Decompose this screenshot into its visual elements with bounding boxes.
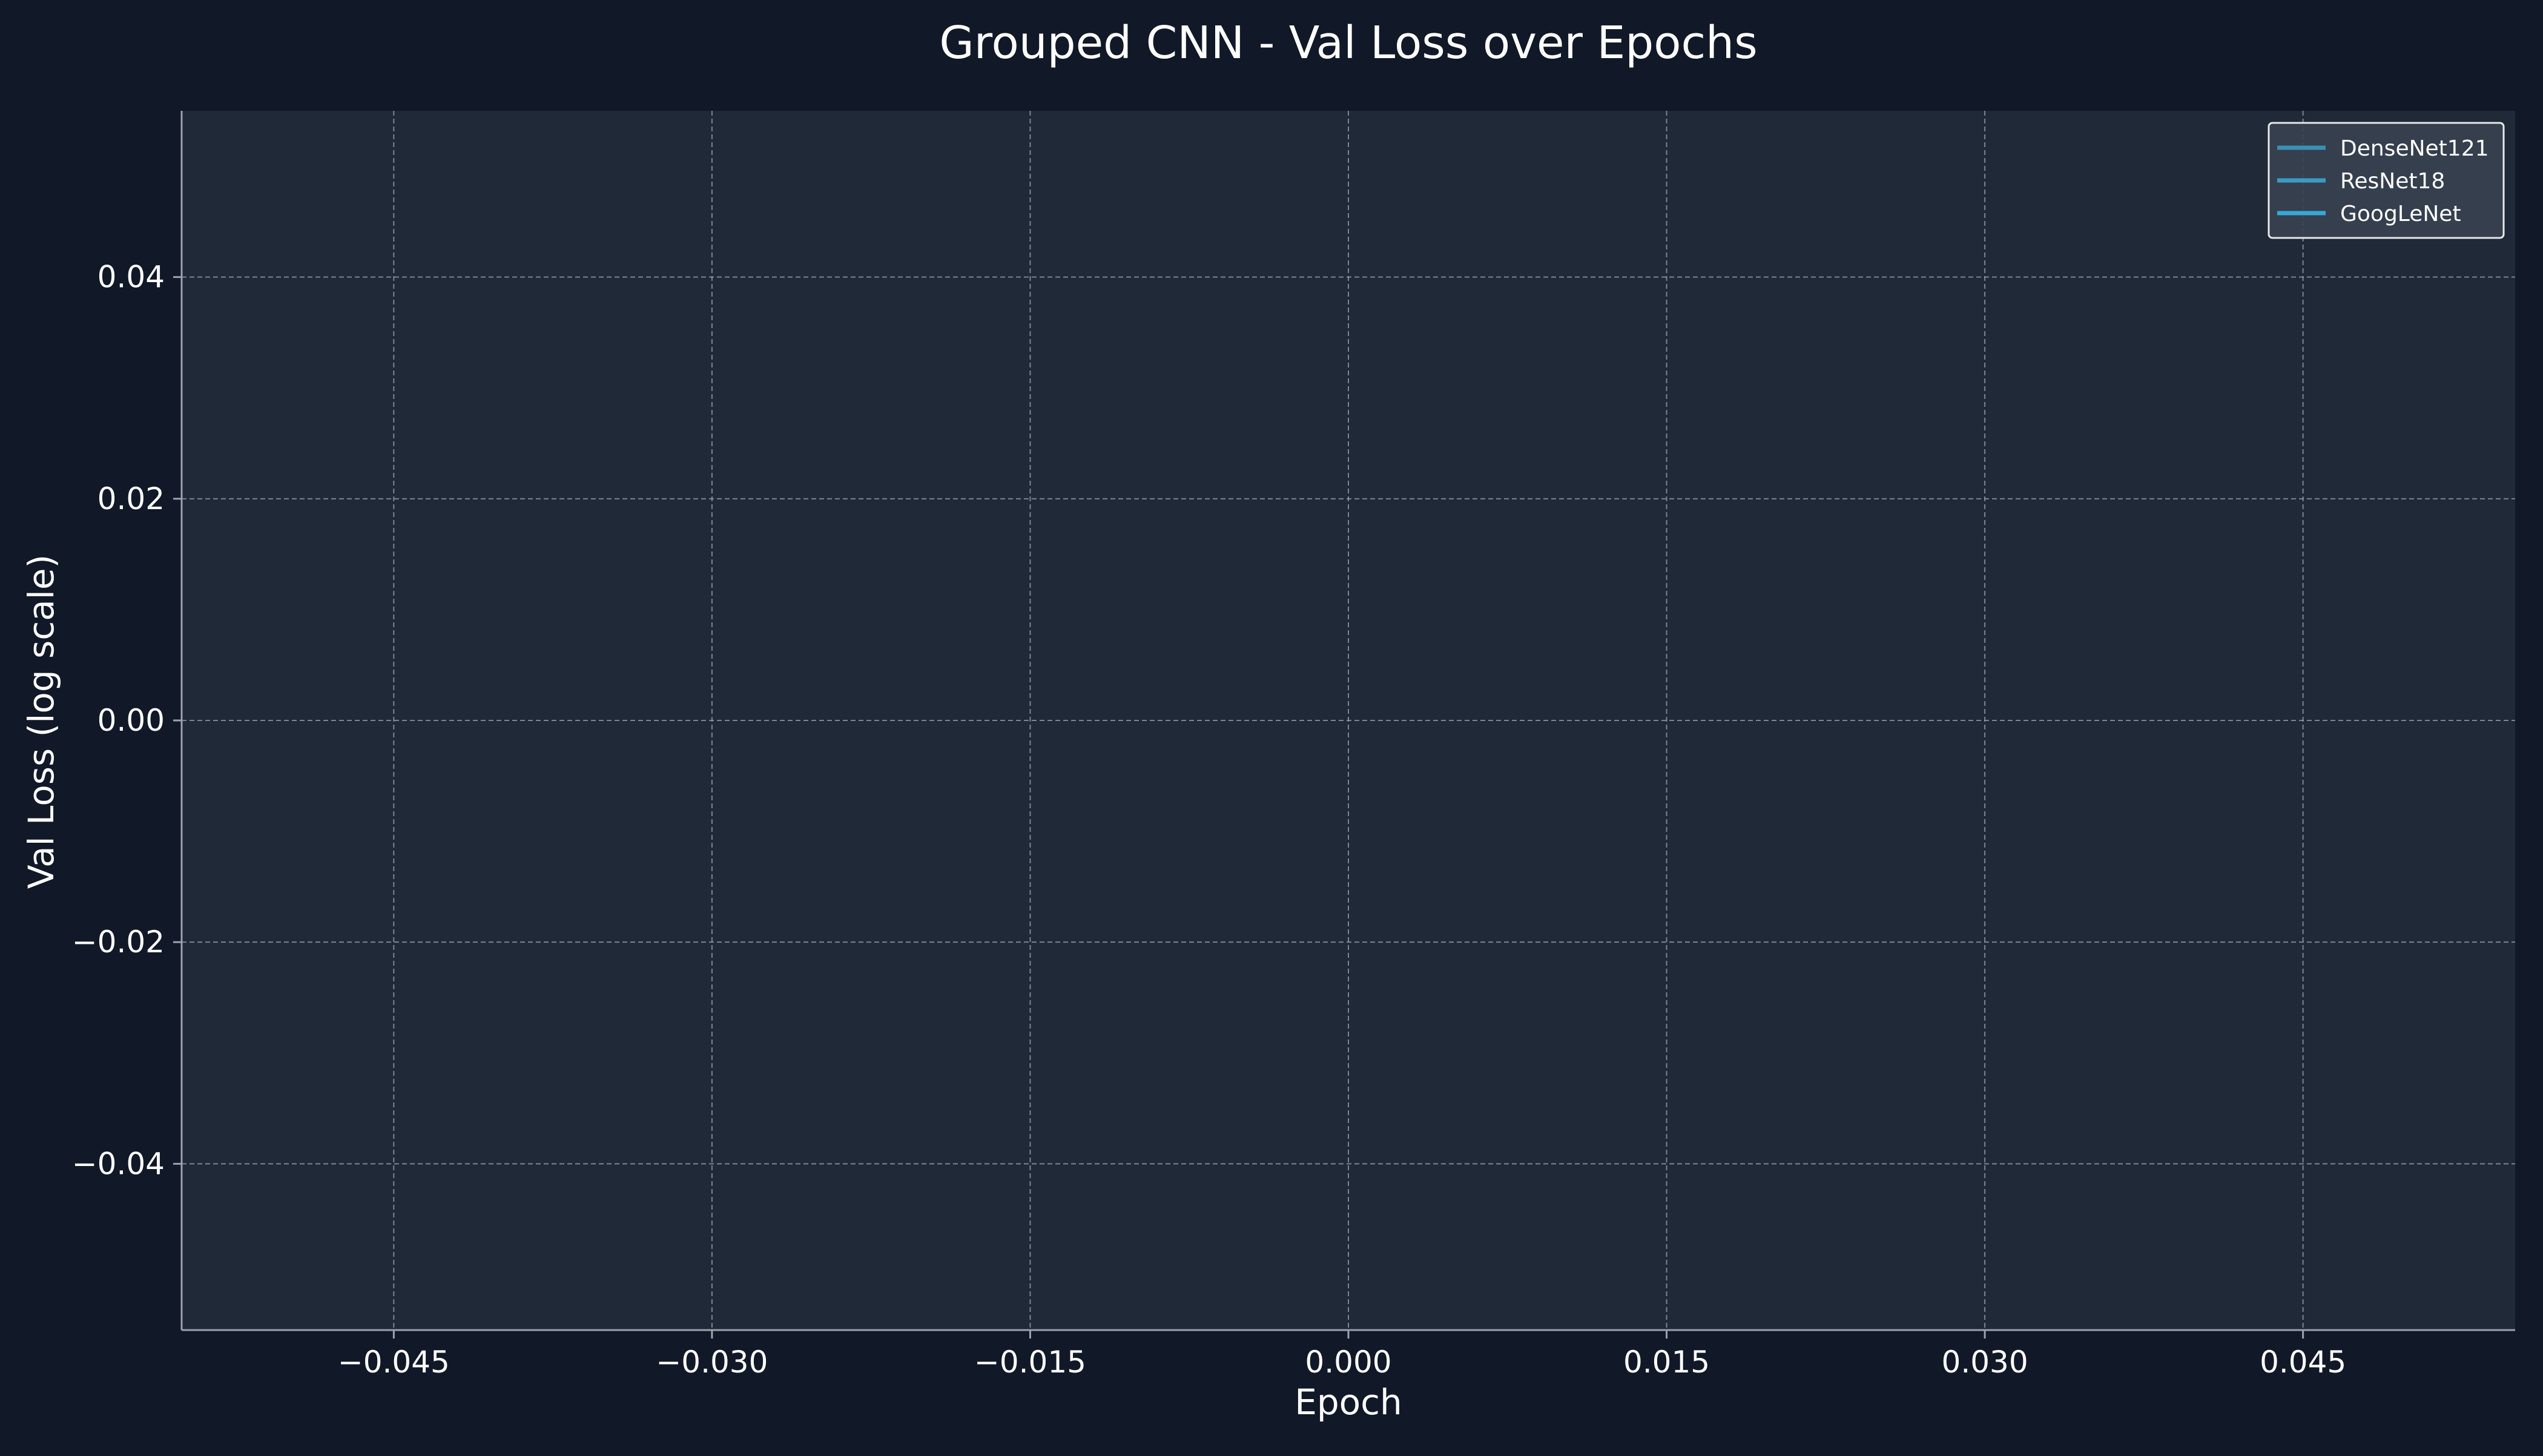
legend: DenseNet121 ResNet18 GoogLeNet [2268, 122, 2505, 239]
legend-box [2268, 122, 2505, 239]
y-tick-label: 0.00 [97, 703, 165, 738]
y-tick-label: −0.04 [72, 1146, 165, 1181]
x-tick-label: −0.015 [974, 1345, 1086, 1380]
legend-label-resnet18: ResNet18 [2340, 169, 2445, 194]
x-tick-label: 0.000 [1305, 1345, 1391, 1380]
x-tick-label: 0.015 [1623, 1345, 1710, 1380]
legend-label-googlenet: GoogLeNet [2340, 202, 2461, 226]
grid [182, 111, 2515, 1330]
y-axis-ticks: 0.04 0.02 0.00 −0.02 −0.04 [72, 260, 182, 1181]
x-tick-label: −0.045 [338, 1345, 450, 1380]
legend-label-densenet121: DenseNet121 [2340, 136, 2489, 161]
x-axis-label: Epoch [1295, 1382, 1402, 1423]
x-tick-label: 0.045 [2260, 1345, 2346, 1380]
y-tick-label: 0.02 [97, 481, 165, 516]
chart-title: Grouped CNN - Val Loss over Epochs [939, 17, 1757, 69]
y-tick-label: 0.04 [97, 260, 165, 295]
x-tick-label: 0.030 [1942, 1345, 2028, 1380]
y-tick-label: −0.02 [72, 924, 165, 960]
y-axis-label: Val Loss (log scale) [21, 555, 62, 889]
x-axis-ticks: −0.045 −0.030 −0.015 0.000 0.015 0.030 0.045 [338, 1330, 2346, 1380]
x-tick-label: −0.030 [656, 1345, 768, 1380]
